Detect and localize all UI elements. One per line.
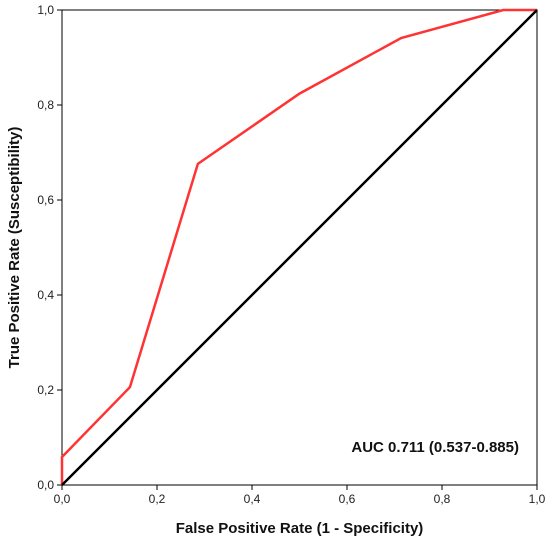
y-tick-label: 1,0 [37, 3, 54, 17]
x-tick-label: 0,6 [339, 492, 356, 506]
y-tick-label: 0,4 [37, 288, 54, 302]
y-tick-label: 0,2 [37, 383, 54, 397]
x-tick-label: 0,0 [54, 492, 71, 506]
plot-frame [61, 9, 538, 486]
x-tick-label: 0,4 [244, 492, 261, 506]
y-axis-ticks: 0,0 0,2 0,4 0,6 0,8 1,0 [37, 3, 62, 492]
x-tick-label: 0,8 [434, 492, 451, 506]
y-tick-label: 0,0 [37, 478, 54, 492]
auc-annotation: AUC 0.711 (0.537-0.885) [351, 439, 519, 456]
roc-curve-line [60, 8, 537, 485]
x-axis-title: False Positive Rate (1 - Specificity) [176, 520, 424, 537]
x-axis-ticks: 0,0 0,2 0,4 0,6 0,8 1,0 [54, 485, 546, 506]
y-axis-title: True Positive Rate (Susceptibility) [6, 127, 23, 369]
x-tick-label: 0,2 [149, 492, 166, 506]
y-tick-label: 0,6 [37, 193, 54, 207]
series-layer [60, 8, 538, 486]
x-tick-label: 1,0 [529, 492, 546, 506]
reference-diagonal-line [61, 9, 538, 486]
y-tick-label: 0,8 [37, 98, 54, 112]
